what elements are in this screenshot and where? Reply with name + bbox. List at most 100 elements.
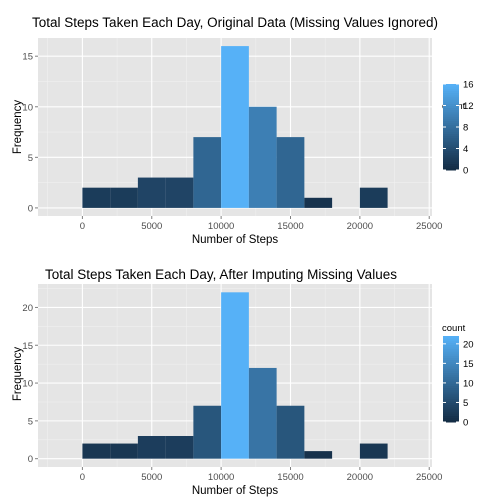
histogram-bar: [248, 367, 277, 459]
colorbar-segment: [443, 396, 459, 399]
colorbar-segment: [443, 411, 459, 414]
colorbar-segment: [443, 394, 459, 397]
colorbar-segment: [443, 406, 459, 410]
colorbar-segment: [443, 389, 459, 393]
colorbar-segment: [443, 94, 459, 98]
chart-2-x-ticks: 0 5000 10000 15000 20000 25000: [80, 467, 442, 483]
colorbar-segment: [443, 353, 459, 356]
colorbar-segment: [443, 404, 459, 408]
colorbar-segment: [443, 154, 459, 158]
histogram-bar: [193, 405, 222, 459]
x-tick-label: 10000: [208, 472, 234, 483]
y-tick-label: 5: [28, 416, 33, 427]
colorbar-segment: [443, 129, 459, 132]
chart-2-bars: [82, 292, 388, 459]
colorbar-segment: [443, 152, 459, 156]
colorbar-segment: [443, 379, 459, 382]
colorbar-segment: [443, 103, 459, 106]
chart-1-x-ticks: 0 5000 10000 15000 20000 25000: [80, 216, 442, 232]
colorbar-segment: [443, 107, 459, 111]
colorbar-segment: [443, 88, 459, 91]
histogram-bar: [221, 292, 249, 459]
colorbar-segment: [443, 92, 459, 96]
colorbar-segment: [443, 96, 459, 100]
colorbar-segment: [443, 99, 459, 102]
colorbar-label: 20: [463, 339, 474, 350]
y-tick-label: 0: [28, 454, 33, 465]
chart-2-legend-title: count: [442, 323, 466, 334]
histogram-bar: [82, 187, 111, 208]
colorbar-segment: [443, 159, 459, 162]
colorbar-segment: [443, 86, 459, 89]
chart-2-colorbar: 0 5 10 15 20: [443, 336, 474, 429]
colorbar-segment: [443, 338, 459, 341]
colorbar-segment: [443, 391, 459, 395]
colorbar-segment: [443, 120, 459, 124]
colorbar-label: 4: [463, 144, 468, 155]
colorbar-segment: [443, 131, 459, 134]
colorbar-segment: [443, 357, 459, 361]
colorbar-segment: [443, 361, 459, 365]
chart-1: Total Steps Taken Each Day, Original Dat…: [12, 15, 474, 246]
y-tick-label: 10: [22, 102, 33, 113]
colorbar-segment: [443, 109, 459, 113]
colorbar-segment: [443, 372, 459, 376]
colorbar-segment: [443, 148, 459, 152]
histogram-bar: [165, 177, 194, 208]
chart-2-title: Total Steps Taken Each Day, After Imputi…: [45, 267, 397, 282]
colorbar-segment: [443, 144, 459, 147]
x-tick-label: 5000: [141, 221, 162, 232]
colorbar-segment: [443, 139, 459, 143]
histogram-bar: [359, 443, 388, 459]
chart-2-x-axis-title: Number of Steps: [192, 485, 279, 497]
y-tick-label: 5: [28, 153, 33, 164]
colorbar-segment: [443, 400, 459, 404]
colorbar-segment: [443, 137, 459, 141]
histogram-bar: [359, 187, 388, 208]
colorbar-label: 8: [463, 123, 468, 134]
colorbar-segment: [443, 359, 459, 363]
colorbar-segment: [443, 118, 459, 122]
colorbar-segment: [443, 150, 459, 154]
colorbar-label: 12: [463, 101, 474, 112]
colorbar-segment: [443, 415, 459, 419]
colorbar-segment: [443, 351, 459, 354]
colorbar-segment: [443, 127, 459, 130]
colorbar-segment: [443, 419, 459, 423]
colorbar-segment: [443, 346, 459, 350]
colorbar-segment: [443, 409, 459, 412]
colorbar-label: 5: [463, 398, 468, 409]
colorbar-segment: [443, 84, 459, 87]
x-tick-label: 25000: [416, 472, 442, 483]
colorbar-segment: [443, 165, 459, 169]
colorbar-segment: [443, 376, 459, 380]
colorbar-segment: [443, 385, 459, 389]
x-tick-label: 0: [80, 472, 85, 483]
colorbar-label: 0: [463, 418, 468, 429]
colorbar-segment: [443, 163, 459, 167]
y-tick-label: 20: [22, 303, 33, 314]
histogram-bar: [82, 443, 111, 459]
colorbar-segment: [443, 368, 459, 371]
chart-1-y-ticks: 0 5 10 15: [22, 52, 38, 214]
colorbar-segment: [443, 417, 459, 421]
histogram-bar: [221, 46, 249, 208]
histogram-bar: [193, 137, 222, 208]
y-tick-label: 10: [22, 379, 33, 390]
histogram-bar: [276, 405, 305, 459]
histogram-bar: [248, 106, 277, 208]
colorbar-segment: [443, 370, 459, 374]
x-tick-label: 15000: [277, 221, 303, 232]
colorbar-label: 16: [463, 80, 474, 91]
y-tick-label: 0: [28, 203, 33, 214]
colorbar-segment: [443, 363, 459, 367]
chart-1-x-axis-title: Number of Steps: [192, 234, 279, 246]
colorbar-segment: [443, 336, 459, 339]
histogram-bar: [165, 435, 194, 459]
colorbar-segment: [443, 122, 459, 126]
chart-2-y-axis-title: Frequency: [12, 347, 24, 402]
histogram-bar: [137, 177, 166, 208]
chart-2: Total Steps Taken Each Day, After Imputi…: [12, 267, 474, 497]
colorbar-segment: [443, 146, 459, 149]
colorbar-label: 10: [463, 378, 474, 389]
